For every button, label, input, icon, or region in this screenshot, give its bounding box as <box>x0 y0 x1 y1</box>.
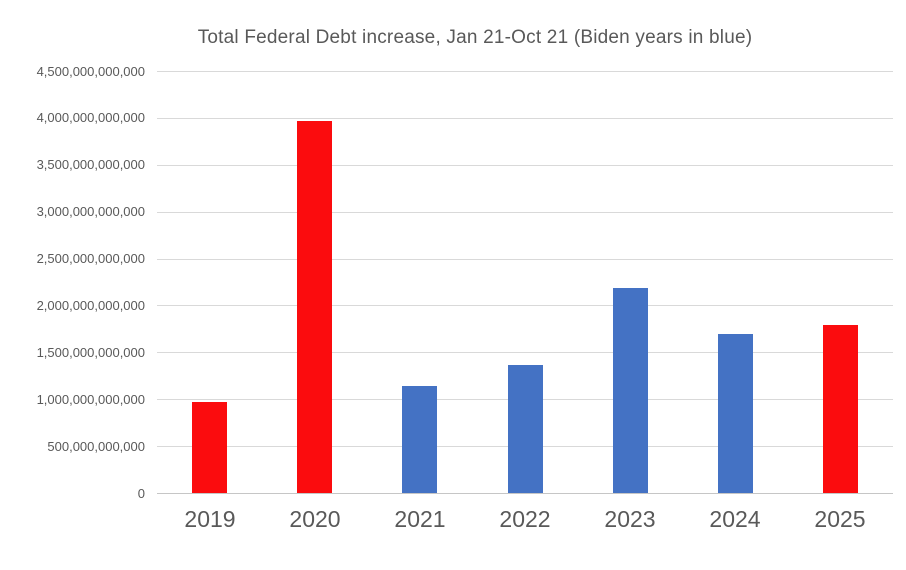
x-axis-line <box>157 493 893 494</box>
y-tick-label: 4,500,000,000,000 <box>36 64 145 79</box>
x-tick-label: 2020 <box>289 506 341 532</box>
gridline <box>157 352 893 353</box>
y-tick-label: 1,000,000,000,000 <box>36 392 145 407</box>
bar-2023 <box>613 288 648 493</box>
gridline <box>157 71 893 72</box>
gridline <box>157 118 893 119</box>
y-tick-label: 2,000,000,000,000 <box>36 298 145 313</box>
x-tick-label: 2021 <box>394 506 446 532</box>
x-tick-label: 2024 <box>709 506 761 532</box>
bar-2024 <box>718 334 753 493</box>
bar-2020 <box>297 121 332 493</box>
y-tick-label: 1,500,000,000,000 <box>36 345 145 360</box>
gridline <box>157 212 893 213</box>
x-tick-label: 2023 <box>604 506 656 532</box>
chart-title: Total Federal Debt increase, Jan 21-Oct … <box>197 27 753 48</box>
y-tick-label: 2,500,000,000,000 <box>36 251 145 266</box>
y-tick-label: 4,000,000,000,000 <box>36 110 145 125</box>
gridline <box>157 259 893 260</box>
y-tick-label: 0 <box>137 486 145 501</box>
x-tick-label: 2025 <box>814 506 866 532</box>
y-tick-label: 3,000,000,000,000 <box>36 204 145 219</box>
bar-2022 <box>508 365 543 493</box>
x-tick-label: 2019 <box>184 506 236 532</box>
gridline <box>157 305 893 306</box>
bar-2019 <box>192 402 227 493</box>
gridline <box>157 165 893 166</box>
x-tick-label: 2022 <box>499 506 551 532</box>
y-tick-label: 500,000,000,000 <box>47 439 145 454</box>
bar-2025 <box>823 325 858 493</box>
bar-2021 <box>402 386 437 493</box>
y-tick-label: 3,500,000,000,000 <box>36 157 145 172</box>
